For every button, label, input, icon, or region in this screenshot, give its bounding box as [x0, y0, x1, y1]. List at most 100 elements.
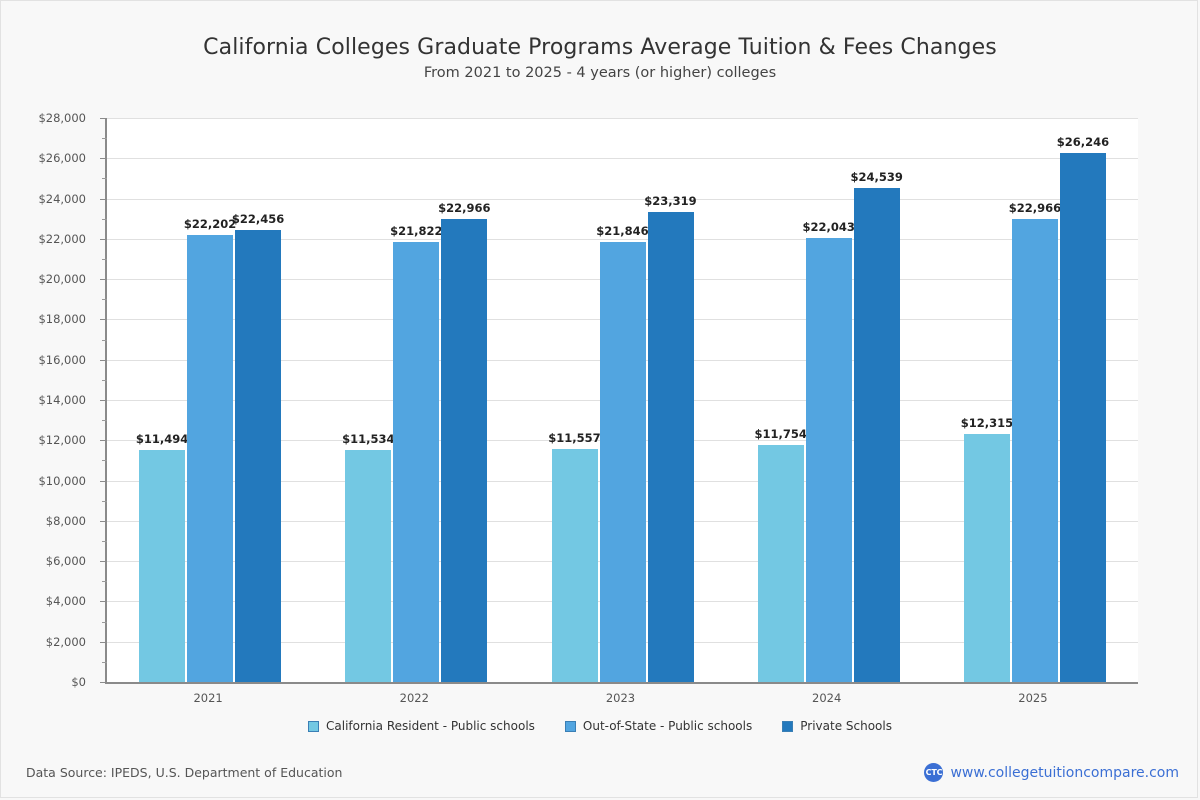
x-axis-tick-label: 2022 [399, 691, 429, 705]
brand-link[interactable]: CTC www.collegetuitioncompare.com [924, 763, 1179, 782]
brand-url-text: www.collegetuitioncompare.com [950, 764, 1179, 781]
y-tick-minor [102, 259, 107, 260]
y-tick-major [100, 601, 107, 603]
y-tick-minor [102, 178, 107, 180]
y-tick-minor [102, 621, 107, 623]
bar-value-label: $26,246 [1056, 135, 1110, 150]
y-tick-minor [102, 299, 107, 301]
y-axis-tick-label: $10,000 [38, 473, 86, 488]
y-tick-major [100, 682, 107, 683]
y-axis-tick-label: $8,000 [45, 513, 86, 528]
x-axis-tick-label: 2024 [812, 691, 842, 705]
bar[interactable] [187, 234, 234, 682]
y-tick-major [100, 279, 107, 281]
bar-value-label: $22,966 [438, 201, 491, 216]
bar[interactable] [1059, 153, 1106, 682]
legend-label: California Resident - Public schools [326, 719, 535, 733]
gridline [107, 198, 1138, 200]
y-axis-tick-label: $22,000 [38, 231, 86, 246]
y-tick-major [100, 359, 107, 361]
legend-swatch-icon [564, 720, 576, 732]
y-axis-tick-label: $4,000 [45, 594, 86, 609]
bar[interactable] [599, 241, 646, 682]
bar[interactable] [441, 219, 488, 682]
y-tick-minor [102, 420, 107, 422]
legend-item[interactable]: California Resident - Public schools [308, 719, 535, 733]
y-tick-major [100, 480, 107, 482]
y-tick-minor [102, 541, 107, 542]
y-axis-tick-label: $14,000 [38, 393, 86, 407]
bar[interactable] [345, 449, 392, 682]
bar-value-label: $11,534 [342, 431, 395, 446]
bar[interactable] [1011, 219, 1058, 682]
bar-value-label: $12,315 [960, 415, 1014, 430]
x-axis-tick-label: 2021 [193, 691, 223, 705]
y-axis-tick-label: $26,000 [38, 151, 86, 166]
chart-subtitle: From 2021 to 2025 - 4 years (or higher) … [423, 65, 777, 81]
y-tick-major [100, 520, 107, 522]
bar-value-label: $22,043 [802, 220, 855, 234]
plot-area: $11,494 $22,202 $22,456 $11,534 $21,822 $22,9… [100, 118, 1138, 684]
bar[interactable] [235, 229, 282, 682]
bar-value-label: $21,846 [596, 223, 649, 238]
bar-value-label: $11,557 [548, 431, 601, 446]
legend-item[interactable]: Out-of-State - Public schools [564, 719, 753, 733]
y-tick-minor [102, 339, 107, 341]
x-axis-tick-label: 2025 [1018, 691, 1048, 705]
bar-value-label: $22,966 [1008, 201, 1062, 216]
y-tick-major [100, 440, 107, 442]
bar[interactable] [853, 187, 900, 682]
bar[interactable] [647, 212, 694, 682]
y-tick-minor [102, 138, 107, 140]
y-tick-major [100, 118, 107, 119]
y-axis-tick-label: $28,000 [38, 111, 86, 125]
y-tick-major [100, 561, 107, 563]
bar[interactable] [139, 450, 186, 682]
y-axis-tick-label: $2,000 [45, 634, 86, 649]
bar[interactable] [963, 433, 1010, 682]
legend-item[interactable]: Private Schools [782, 719, 892, 733]
bar-value-label: $21,822 [390, 224, 443, 239]
bar[interactable] [393, 242, 440, 682]
y-tick-major [100, 158, 107, 160]
legend-label: Out-of-State - Public schools [582, 719, 753, 733]
y-tick-major [100, 641, 107, 643]
gridline [107, 158, 1138, 160]
page-title: California Colleges Graduate Programs Av… [203, 35, 997, 60]
bar-value-label: $22,202 [183, 216, 237, 231]
y-tick-minor [102, 581, 107, 583]
y-tick-minor [102, 460, 107, 462]
ctc-logo-icon: CTC [924, 763, 944, 782]
bar-value-label: $23,319 [644, 194, 697, 209]
y-tick-major [100, 238, 107, 240]
y-tick-major [100, 198, 107, 200]
y-axis-tick-label: $16,000 [38, 352, 86, 367]
chart-legend: California Resident - Public schools Out-… [1, 719, 1199, 733]
y-tick-minor [102, 218, 107, 220]
y-axis-tick-label: $24,000 [38, 191, 86, 206]
y-axis-tick-label: $18,000 [38, 312, 86, 327]
bar[interactable] [757, 445, 804, 682]
y-tick-minor [102, 500, 107, 502]
y-tick-minor [102, 661, 107, 663]
bar-value-label: $22,456 [231, 211, 285, 226]
gridline [107, 118, 1138, 119]
bar[interactable] [805, 238, 852, 682]
bar-value-label: $11,494 [135, 432, 189, 447]
y-axis-tick-label: $6,000 [45, 554, 86, 569]
legend-label: Private Schools [800, 719, 892, 733]
x-axis-tick-label: 2023 [605, 691, 636, 705]
y-axis-tick-label: $20,000 [38, 272, 86, 287]
bar[interactable] [551, 449, 598, 682]
legend-swatch-icon [782, 720, 794, 732]
y-tick-major [100, 319, 107, 321]
gridline [107, 238, 1138, 240]
y-tick-major [100, 400, 107, 401]
bar-value-label: $11,754 [754, 427, 807, 442]
legend-swatch-icon [308, 720, 320, 732]
data-source-note: Data Source: IPEDS, U.S. Department of E… [26, 765, 343, 780]
y-axis-tick-label: $12,000 [38, 433, 86, 448]
bar-value-label: $24,539 [850, 169, 903, 184]
y-axis-tick-label: $0 [71, 675, 86, 689]
